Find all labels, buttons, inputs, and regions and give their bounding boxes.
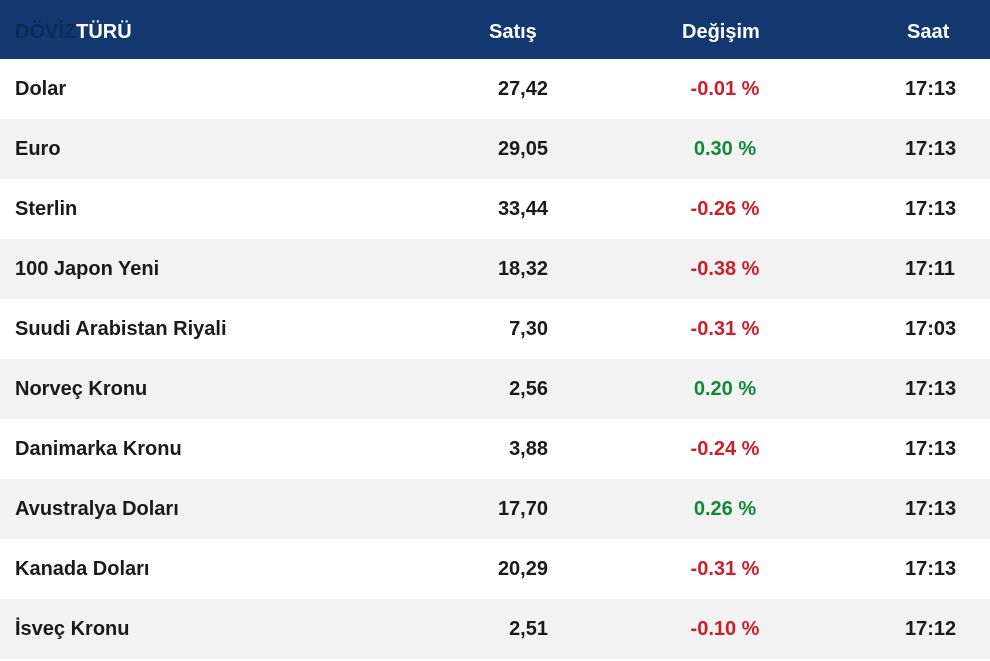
currency-name: Dolar	[15, 78, 67, 100]
update-time: 17:11	[905, 258, 956, 280]
update-time: 17:12	[905, 618, 957, 640]
update-time: 17:13	[905, 138, 957, 160]
column-header-change[interactable]: Değişim	[682, 21, 760, 43]
currency-name: Sterlin	[15, 198, 78, 220]
currency-name: Kanada Doları	[15, 558, 150, 580]
update-time: 17:13	[905, 558, 957, 580]
table-row[interactable]: Norveç Kronu 2,56 0.20 % 17:13	[0, 359, 990, 419]
sell-price: 29,05	[497, 138, 548, 160]
table-row[interactable]: Kanada Doları 20,29 -0.31 % 17:13	[0, 539, 990, 599]
change-percent: 0.26 %	[693, 498, 757, 520]
change-percent: -0.31 %	[690, 318, 760, 340]
currency-name: Norveç Kronu	[15, 378, 148, 400]
sell-price: 20,29	[497, 558, 548, 580]
change-percent: -0.26 %	[690, 198, 760, 220]
change-percent: -0.38 %	[690, 258, 760, 280]
currency-name: Avustralya Doları	[15, 498, 179, 520]
table-row[interactable]: Danimarka Kronu 3,88 -0.24 % 17:13	[0, 419, 990, 479]
table-row[interactable]: İsveç Kronu 2,51 -0.10 % 17:12	[0, 599, 990, 659]
change-percent: -0.10 %	[690, 618, 760, 640]
table-row[interactable]: Avustralya Doları 17,70 0.26 % 17:13	[0, 479, 990, 539]
sell-price: 27,42	[497, 78, 548, 100]
currency-name: Danimarka Kronu	[15, 438, 182, 460]
sell-price: 2,56	[509, 378, 548, 400]
change-percent: -0.24 %	[690, 438, 760, 460]
currency-name: Euro	[15, 138, 61, 160]
column-header-sell[interactable]: Satış	[489, 21, 537, 43]
currency-name: 100 Japon Yeni	[15, 258, 160, 280]
table-row[interactable]: 100 Japon Yeni 18,32 -0.38 % 17:11	[0, 239, 990, 299]
table-header: DÖVİZTÜRÜ Satış Değişim Saat	[0, 0, 990, 59]
sell-price: 33,44	[497, 198, 548, 220]
column-header-currency-type-dim: DÖVİZ	[15, 21, 77, 43]
table-row[interactable]: Sterlin 33,44 -0.26 % 17:13	[0, 179, 990, 239]
update-time: 17:13	[905, 378, 957, 400]
column-header-time[interactable]: Saat	[907, 21, 950, 43]
change-percent: 0.30 %	[693, 138, 757, 160]
update-time: 17:13	[905, 78, 957, 100]
sell-price: 17,70	[497, 498, 548, 520]
change-percent: 0.20 %	[693, 378, 757, 400]
update-time: 17:13	[905, 498, 957, 520]
column-header-currency-type-main: TÜRÜ	[76, 21, 132, 43]
sell-price: 3,88	[509, 438, 548, 460]
update-time: 17:13	[905, 438, 957, 460]
table-row[interactable]: Dolar 27,42 -0.01 % 17:13	[0, 59, 990, 119]
sell-price: 2,51	[509, 618, 548, 640]
change-percent: -0.31 %	[690, 558, 760, 580]
change-percent: -0.01 %	[690, 78, 760, 100]
column-header-currency-type[interactable]: DÖVİZTÜRÜ	[15, 0, 132, 59]
table-row[interactable]: Euro 29,05 0.30 % 17:13	[0, 119, 990, 179]
sell-price: 7,30	[509, 318, 548, 340]
sell-price: 18,32	[497, 258, 548, 280]
update-time: 17:13	[905, 198, 957, 220]
currency-name: Suudi Arabistan Riyali	[15, 318, 227, 340]
update-time: 17:03	[905, 318, 957, 340]
currency-name: İsveç Kronu	[15, 618, 130, 640]
table-row[interactable]: Suudi Arabistan Riyali 7,30 -0.31 % 17:0…	[0, 299, 990, 359]
